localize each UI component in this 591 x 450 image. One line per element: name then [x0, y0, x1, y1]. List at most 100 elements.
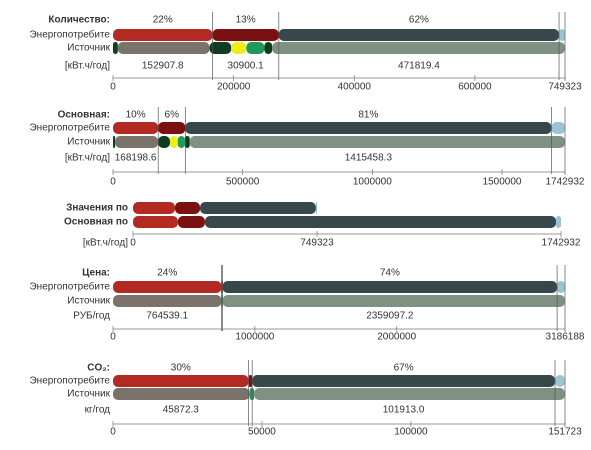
row-label: Источник: [67, 389, 110, 400]
row-label: Источник: [67, 43, 110, 54]
total-label: 1415458.3: [345, 153, 393, 164]
unit-label: [кВт.ч/год]: [83, 238, 128, 249]
total-label: 764539.1: [146, 311, 188, 322]
share-label: 22%: [153, 15, 173, 26]
total-label: 152907.8: [142, 61, 184, 72]
bar-segment: [231, 42, 247, 54]
bar-segment: [133, 202, 175, 214]
x-tick-label: 3186188: [546, 332, 585, 343]
row-label: Энергопотребите: [29, 375, 110, 387]
share-label: 81%: [358, 110, 378, 121]
total-label: 168198.6: [115, 153, 157, 164]
share-label: 74%: [380, 268, 400, 279]
bar-segment: [212, 29, 279, 41]
bar-segment: [158, 136, 171, 148]
unit-label: РУБ/год: [73, 311, 110, 322]
x-tick-label: 1500000: [483, 177, 522, 188]
bar-segment: [133, 216, 178, 228]
x-tick-label: 0: [110, 332, 116, 343]
x-tick-label: 151723: [548, 427, 582, 438]
share-label: 30%: [171, 363, 191, 374]
total-label: 2359097.2: [366, 311, 414, 322]
bar-segment: [170, 136, 178, 148]
x-tick-label: 100000: [394, 427, 428, 438]
bar-segment: [113, 281, 222, 293]
x-tick-label: 50000: [248, 427, 276, 438]
bar-segment: [315, 202, 318, 214]
unit-label: [кВт.ч/год]: [65, 61, 110, 72]
bar-segment: [113, 388, 250, 400]
bar-segment: [278, 29, 560, 41]
x-tick-label: 0: [110, 82, 116, 93]
x-tick-label: 600000: [458, 82, 492, 93]
share-label: 67%: [394, 363, 414, 374]
x-tick-label: 400000: [338, 82, 372, 93]
total-label: 471819.4: [398, 61, 440, 72]
bar-segment: [113, 375, 249, 387]
x-tick-label: 1000000: [235, 332, 274, 343]
bar-segment: [115, 136, 159, 148]
bar-segment: [177, 216, 205, 228]
bar-segment: [252, 375, 556, 387]
share-label: 62%: [409, 15, 429, 26]
row-label: Основная по: [64, 217, 128, 228]
bar-segment: [248, 375, 253, 387]
bar-segment: [222, 295, 565, 307]
bar-segment: [177, 136, 185, 148]
bar-segment: [264, 42, 273, 54]
x-tick-label: 0: [110, 177, 116, 188]
bar-segment: [113, 42, 118, 54]
bar-segment: [113, 29, 213, 41]
x-tick-label: 200000: [217, 82, 251, 93]
row-label: Источник: [67, 137, 110, 148]
share-label: 6%: [165, 110, 180, 121]
total-label: 101913.0: [383, 405, 425, 416]
bar-segment: [204, 216, 557, 228]
x-tick-label: 749323: [548, 82, 582, 93]
row-label: Источник: [67, 296, 110, 307]
bar-segment: [246, 42, 265, 54]
bar-segment: [113, 136, 116, 148]
x-tick-label: 0: [110, 427, 116, 438]
x-tick-label: 1000000: [353, 177, 392, 188]
panel-title: Основная:: [58, 110, 110, 121]
row-label: Энергопотребите: [29, 29, 110, 41]
bar-segment: [559, 29, 565, 41]
row-label: Энергопотребите: [29, 281, 110, 293]
bar-segment: [200, 202, 316, 214]
bar-segment: [555, 375, 565, 387]
x-tick-label: 2000000: [377, 332, 416, 343]
x-tick-label: 1742932: [542, 238, 581, 249]
bar-segment: [174, 202, 201, 214]
bar-segment: [222, 281, 558, 293]
bar-segment: [113, 122, 159, 134]
bar-segment: [254, 388, 565, 400]
row-label: Значения по: [66, 203, 128, 214]
bar-segment: [209, 42, 232, 54]
bar-segment: [189, 136, 565, 148]
panel-title: CO₂:: [87, 363, 110, 374]
total-label: 30900.1: [228, 61, 265, 72]
unit-label: [кВт.ч/год]: [65, 153, 110, 164]
share-label: 10%: [126, 110, 146, 121]
bar-segment: [185, 122, 552, 134]
x-tick-label: 0: [130, 238, 136, 249]
share-label: 13%: [236, 15, 256, 26]
bar-segment: [551, 122, 565, 134]
bar-segment: [158, 122, 186, 134]
unit-label: кг/год: [85, 405, 111, 416]
bar-segment: [556, 216, 561, 228]
bar-segment: [557, 281, 565, 293]
panel-title: Количество:: [48, 15, 110, 26]
total-label: 45872.3: [163, 405, 200, 416]
panel-title: Цена:: [82, 268, 110, 279]
row-label: Энергопотребите: [29, 122, 110, 134]
bar-segment: [184, 136, 190, 148]
bar-segment: [117, 42, 210, 54]
x-tick-label: 749323: [300, 238, 334, 249]
x-tick-label: 1742932: [546, 177, 585, 188]
share-label: 24%: [157, 268, 177, 279]
x-tick-label: 500000: [226, 177, 260, 188]
bar-segment: [272, 42, 565, 54]
